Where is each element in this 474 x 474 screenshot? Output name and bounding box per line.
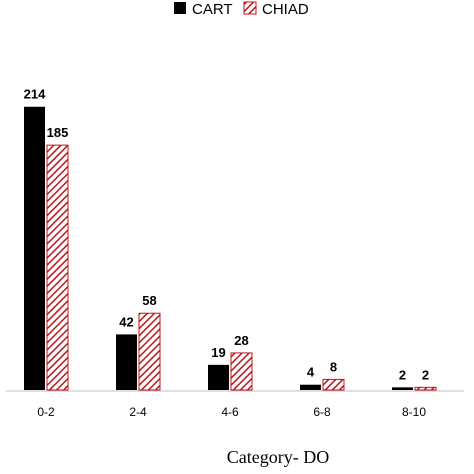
x-tick-label-2-4: 2-4 (129, 405, 147, 419)
bar-chiad-4-6 (230, 352, 253, 391)
bar-chiad-2-4 (138, 312, 161, 391)
bar-cart-4-6 (208, 364, 229, 390)
legend: CART CHIAD (174, 1, 309, 18)
legend-label-cart: CART (192, 1, 233, 18)
x-tick-label-8-10: 8-10 (402, 405, 426, 419)
value-label-cart-8-10: 2 (399, 367, 406, 382)
x-tick-labels: 0-2 2-4 4-6 6-8 8-10 (37, 405, 426, 419)
value-label-chiad-8-10: 2 (422, 367, 429, 382)
value-label-chiad-4-6: 28 (234, 333, 248, 348)
value-label-chiad-0-2: 185 (47, 125, 69, 140)
x-axis-title: Category- DO (227, 447, 329, 467)
bar-cart-0-2 (24, 106, 45, 390)
value-label-cart-2-4: 42 (119, 314, 133, 329)
bar-cart-2-4 (116, 334, 137, 390)
value-labels-group: 214 185 42 58 19 28 4 8 2 2 (24, 87, 429, 383)
bar-cart-8-10 (392, 387, 413, 390)
bar-chiad-0-2 (46, 144, 69, 391)
bar-cart-6-8 (300, 384, 321, 390)
value-label-chiad-6-8: 8 (330, 359, 337, 374)
x-tick-label-6-8: 6-8 (313, 405, 331, 419)
x-tick-label-4-6: 4-6 (221, 405, 239, 419)
bar-chiad-6-8 (322, 378, 345, 391)
legend-swatch-cart (174, 2, 186, 14)
bar-chiad-8-10 (414, 386, 437, 391)
x-tick-label-0-2: 0-2 (37, 405, 55, 419)
bars-group (24, 106, 437, 391)
legend-swatch-chiad (243, 1, 257, 15)
value-label-cart-4-6: 19 (211, 345, 225, 360)
legend-label-chiad: CHIAD (262, 1, 309, 18)
value-label-cart-6-8: 4 (307, 365, 315, 380)
value-label-chiad-2-4: 58 (142, 293, 156, 308)
value-label-cart-0-2: 214 (24, 87, 46, 102)
